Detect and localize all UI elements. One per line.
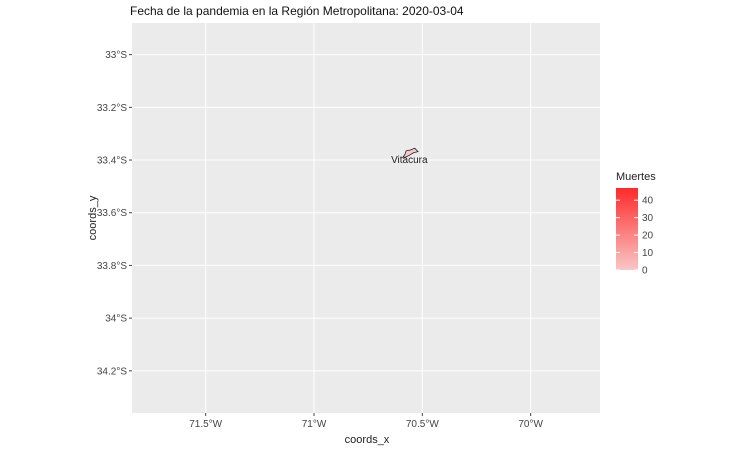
y-axis-title: coords_y bbox=[87, 195, 99, 240]
x-tick-label: 71°W bbox=[302, 419, 327, 430]
y-tick-label: 33.2°S bbox=[97, 103, 127, 114]
legend: Muertes 0 10 20 30 40 bbox=[616, 171, 656, 277]
legend-colorbar bbox=[616, 188, 638, 270]
plot-panel bbox=[132, 23, 600, 413]
x-axis-title: coords_x bbox=[345, 434, 390, 446]
legend-title: Muertes bbox=[616, 171, 656, 183]
y-tick-label: 33.8°S bbox=[97, 261, 127, 272]
y-tick-label: 33°S bbox=[105, 50, 127, 61]
x-tick-label: 70.5°W bbox=[406, 419, 439, 430]
legend-tick-label: 0 bbox=[642, 266, 648, 277]
legend-tick-label: 40 bbox=[642, 196, 654, 207]
legend-tick-label: 30 bbox=[642, 213, 654, 224]
y-tick-label: 34°S bbox=[105, 314, 127, 325]
chart-title: Fecha de la pandemia en la Región Metrop… bbox=[130, 4, 464, 18]
region-label: Vitacura bbox=[391, 155, 428, 166]
legend-tick-label: 10 bbox=[642, 248, 654, 259]
y-axis-ticks: 33°S 33.2°S 33.4°S 33.6°S 33.8°S 34°S 34.2°S bbox=[97, 50, 132, 377]
x-tick-label: 70°W bbox=[518, 419, 543, 430]
legend-ticks: 0 10 20 30 40 bbox=[616, 196, 654, 277]
x-tick-label: 71.5°W bbox=[189, 419, 222, 430]
region-polygon bbox=[401, 147, 419, 158]
y-tick-label: 33.4°S bbox=[97, 156, 127, 167]
legend-tick-label: 20 bbox=[642, 231, 654, 242]
grid-lines bbox=[132, 23, 600, 413]
x-axis-ticks: 71.5°W 71°W 70.5°W 70°W bbox=[189, 413, 544, 430]
map-regions: Vitacura bbox=[391, 147, 428, 166]
y-tick-label: 33.6°S bbox=[97, 208, 127, 219]
y-tick-label: 34.2°S bbox=[97, 366, 127, 377]
